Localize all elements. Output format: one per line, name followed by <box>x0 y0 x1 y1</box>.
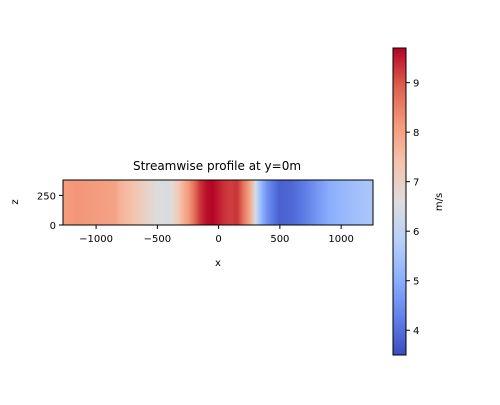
x-tick-label: 500 <box>270 234 289 245</box>
y-axis-label: z <box>10 199 21 204</box>
colorbar-tick-label: 6 <box>413 227 419 238</box>
colorbar-tick-label: 7 <box>413 178 419 189</box>
x-tick-label: 0 <box>215 234 221 245</box>
y-tick-label: 0 <box>50 221 56 232</box>
x-axis-ticks: −1000 −500 0 500 1000 <box>79 225 354 245</box>
x-tick-label: −500 <box>144 234 171 245</box>
heatmap-field <box>63 180 373 225</box>
axes-frame <box>62 179 374 226</box>
x-tick-label: 1000 <box>328 234 353 245</box>
chart-title: Streamwise profile at y=0m <box>133 159 301 173</box>
y-tick-label: 250 <box>37 191 56 202</box>
y-axis-ticks: 0 250 <box>37 191 63 232</box>
colorbar-tick-label: 8 <box>413 128 419 139</box>
colorbar-frame <box>392 47 407 356</box>
colorbar-tick-label: 5 <box>413 277 419 288</box>
x-tick-label: −1000 <box>79 234 113 245</box>
colorbar-ticks: 4 5 6 7 8 9 <box>406 79 419 337</box>
colorbar-tick-label: 9 <box>413 79 419 90</box>
colorbar-tick-label: 4 <box>413 326 419 337</box>
colorbar-label: m/s <box>434 193 445 211</box>
x-axis-label: x <box>215 258 221 269</box>
colorbar <box>393 48 406 355</box>
